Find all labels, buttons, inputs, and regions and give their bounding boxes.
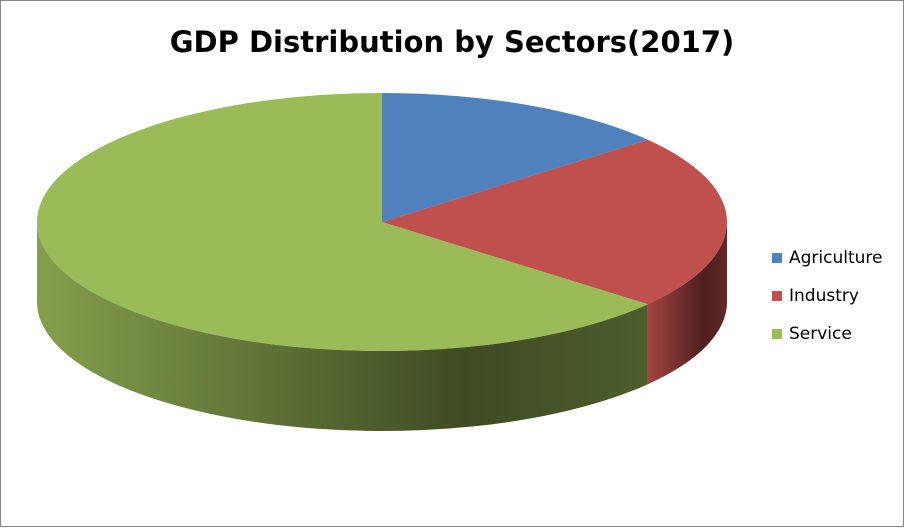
slice-side-shade bbox=[37, 222, 648, 431]
legend-swatch bbox=[772, 253, 782, 263]
legend-label: Agriculture bbox=[789, 248, 883, 268]
slice bbox=[382, 93, 648, 222]
slice-side-shade bbox=[647, 222, 727, 385]
legend-swatch bbox=[772, 329, 782, 339]
slice bbox=[382, 139, 727, 305]
chart-title: GDP Distribution by Sectors(2017) bbox=[170, 25, 735, 59]
legend-label: Service bbox=[789, 324, 852, 344]
legend-label: Industry bbox=[789, 286, 859, 306]
legend-swatch bbox=[772, 291, 782, 301]
slice bbox=[36, 93, 648, 351]
